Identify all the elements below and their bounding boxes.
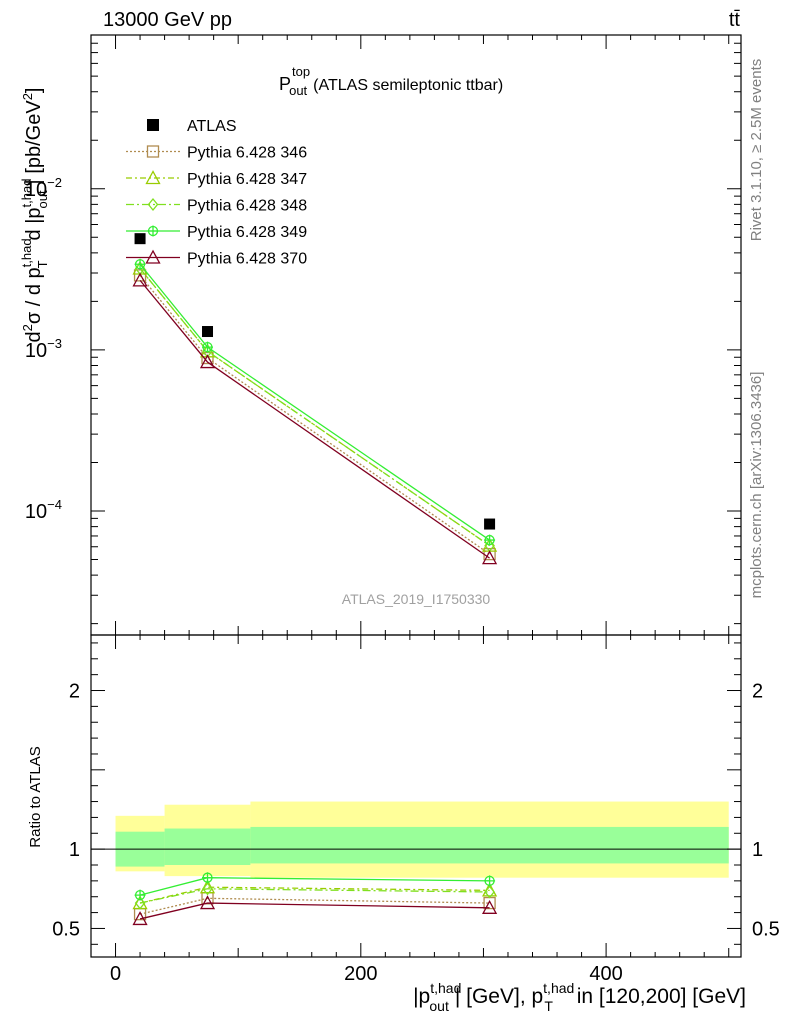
marker-cross	[484, 875, 496, 887]
title-sup: top	[292, 64, 310, 79]
x-label-b-sub: T	[544, 998, 553, 1014]
main-y-axis-label: d2σ / d pt,hadTd |pt,hadout| [pb/GeV2]	[19, 88, 50, 343]
background-layer	[91, 801, 741, 878]
plot-title: Ptop out (ATLAS semileptonic ttbar)	[279, 64, 503, 98]
y-tick-exp: −2	[47, 175, 62, 190]
x-label-a: |p	[413, 985, 430, 1008]
x-axis-label: |pt,had out | [GeV], pt,had T in [120,200] …	[413, 980, 746, 1014]
x-tick-label: 400	[589, 963, 622, 985]
data-point	[484, 518, 496, 530]
ratio-series-point	[132, 911, 148, 926]
series-line	[139, 274, 490, 555]
ratio-y-tick-label: 2	[69, 681, 80, 703]
series-line	[139, 279, 490, 559]
legend-label: ATLAS	[187, 118, 237, 135]
title-main: P	[279, 74, 291, 94]
marker-cross	[484, 534, 496, 546]
energy-label: 13000 GeV pp	[103, 9, 232, 31]
x-label-b-sup: t,had	[543, 980, 574, 996]
x-label-b: | [GeV], p	[455, 985, 543, 1008]
mcplots-label: mcplots.cern.ch [arXiv:1306.3436]	[748, 372, 765, 599]
y-tick-base: 10	[25, 179, 47, 201]
series-point	[202, 341, 214, 353]
legend-marker	[147, 197, 159, 212]
marker-cross	[134, 889, 146, 901]
rivet-label: Rivet 3.1.10, ≥ 2.5M events	[748, 59, 765, 242]
legend-marker	[145, 249, 161, 264]
ratio-series-point	[134, 889, 146, 901]
y-tick-base: 10	[25, 501, 47, 523]
main-panel: 10−210−310−4	[25, 34, 742, 636]
main-y-tick-label: 10−2	[25, 175, 62, 201]
title-sub: out	[289, 83, 307, 98]
ratio-y-tick-label: 0.5	[52, 918, 80, 940]
main-y-tick-label: 10−3	[25, 336, 62, 362]
ratio-panel: 0 200 400 2 2 1 1 0.5 0.5	[52, 35, 780, 985]
marker-cross	[202, 872, 214, 884]
x-tick-label: 200	[344, 963, 377, 985]
process-label: tt̄	[729, 9, 741, 31]
x-tick-label: 0	[110, 963, 121, 985]
ratio-y-axis-label: Ratio to ATLAS	[27, 746, 44, 847]
series-point	[484, 534, 496, 546]
x-label-a-sup: t,had	[430, 980, 461, 996]
analysis-watermark: ATLAS_2019_I1750330	[342, 591, 491, 607]
legend-label: Pythia 6.428 370	[187, 251, 307, 268]
legend-label: Pythia 6.428 349	[187, 224, 307, 241]
ratio-series-point	[483, 896, 496, 910]
series-point	[481, 550, 498, 565]
legend-marker	[146, 145, 160, 158]
ratio-frame	[90, 634, 742, 958]
main-y-tick-label: 10−4	[25, 497, 62, 523]
series-line	[139, 263, 490, 541]
ratio-series-point	[484, 875, 496, 887]
ratio-band-inner	[250, 826, 729, 864]
series-point	[134, 258, 146, 270]
ratio-y-tick-label-right: 1	[752, 839, 763, 861]
title-rest: (ATLAS semileptonic ttbar)	[313, 77, 503, 94]
marker-cross	[147, 225, 159, 237]
marker-cross	[134, 258, 146, 270]
ratio-series-point	[202, 882, 213, 896]
series-point	[132, 272, 148, 287]
legend-label: Pythia 6.428 348	[187, 198, 307, 215]
legend-label: Pythia 6.428 346	[187, 145, 307, 162]
series-line	[139, 268, 490, 547]
series-point	[199, 354, 216, 369]
ratio-series-point	[199, 895, 216, 910]
ratio-band-inner	[164, 828, 251, 865]
legend-marker	[145, 170, 161, 185]
y-tick-exp: −3	[47, 336, 62, 351]
ratio-y-tick-label: 1	[69, 839, 80, 861]
ratio-series-line	[139, 902, 490, 920]
legend: ATLAS Pythia 6.428 346 Pythia 6.428 347 Pyt…	[126, 118, 307, 268]
y-tick-base: 10	[25, 340, 47, 362]
y-tick-exp: −4	[47, 497, 62, 512]
ratio-series-line	[139, 888, 490, 904]
x-label-a-sub: out	[429, 998, 449, 1014]
x-label-c: in [120,200] [GeV]	[571, 985, 746, 1008]
ratio-series-point	[481, 899, 498, 914]
legend-marker	[147, 119, 159, 131]
ratio-y-tick-label-right: 2	[752, 681, 763, 703]
ratio-series-point	[202, 872, 214, 884]
ratio-series-point	[134, 896, 146, 910]
legend-marker	[147, 225, 159, 237]
ratio-series-point	[484, 885, 495, 899]
data-point	[202, 326, 214, 338]
marker-cross	[202, 341, 214, 353]
data-point	[134, 233, 146, 245]
ratio-series-line	[139, 897, 490, 915]
ratio-y-tick-label-right: 0.5	[752, 918, 780, 940]
legend-label: Pythia 6.428 347	[187, 171, 307, 188]
